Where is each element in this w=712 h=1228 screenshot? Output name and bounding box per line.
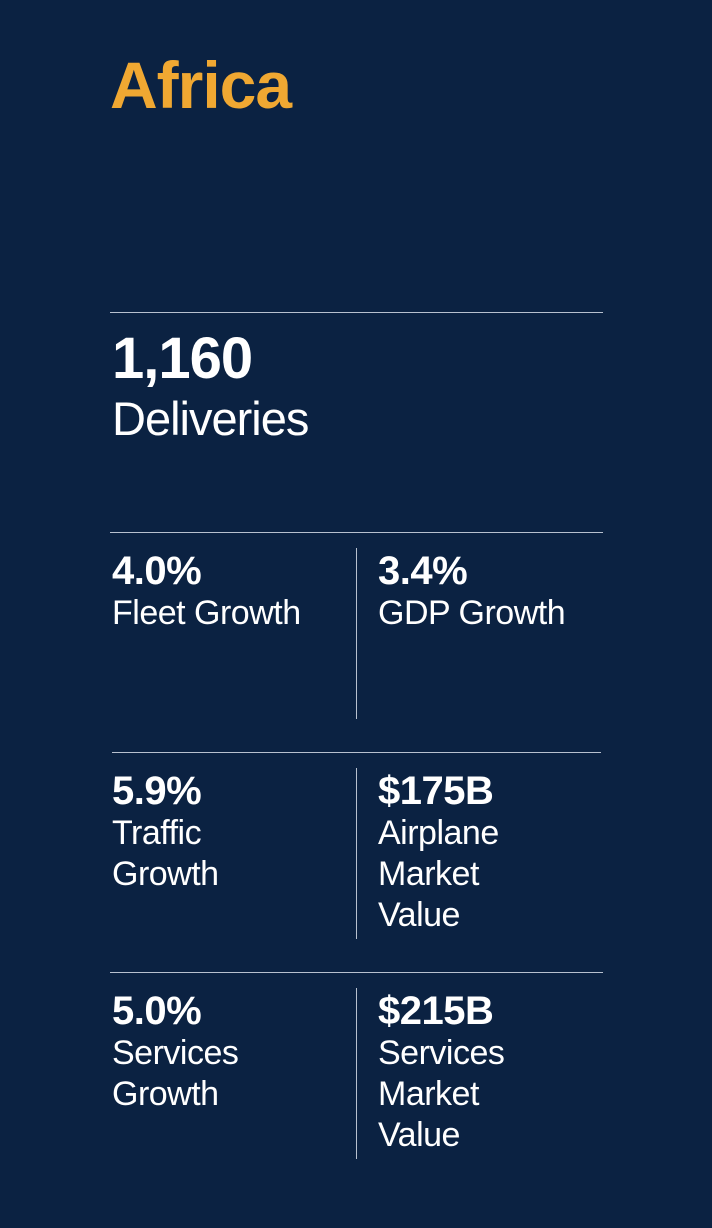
airplane-market-value-stat: $175B Airplane Market Value bbox=[378, 771, 538, 936]
stat-label: Services Market Value bbox=[378, 1034, 505, 1154]
traffic-growth-stat: 5.9% Traffic Growth bbox=[112, 771, 312, 895]
stat-label: Services Growth bbox=[112, 1034, 239, 1113]
deliveries-label: Deliveries bbox=[112, 392, 309, 445]
region-title: Africa bbox=[110, 48, 292, 122]
services-growth-stat: 5.0% Services Growth bbox=[112, 991, 312, 1115]
stat-value: 3.4% bbox=[378, 549, 468, 593]
stat-value: 4.0% bbox=[112, 549, 202, 593]
divider-row-2 bbox=[112, 752, 601, 753]
gdp-growth-stat: 3.4% GDP Growth bbox=[378, 551, 578, 634]
stat-value: $215B bbox=[378, 989, 494, 1033]
stat-value: 5.0% bbox=[112, 989, 202, 1033]
divider-row-3 bbox=[110, 972, 603, 973]
divider-top bbox=[110, 312, 603, 313]
fleet-growth-stat: 4.0% Fleet Growth bbox=[112, 551, 312, 634]
divider-row-1 bbox=[110, 532, 603, 533]
column-divider-row-3 bbox=[356, 988, 357, 1159]
stat-value: $175B bbox=[378, 769, 494, 813]
stat-value: 5.9% bbox=[112, 769, 202, 813]
stat-label: Traffic Growth bbox=[112, 814, 219, 893]
stat-label: GDP Growth bbox=[378, 594, 566, 632]
stat-label: Airplane Market Value bbox=[378, 814, 499, 934]
deliveries-stat: 1,160 Deliveries bbox=[112, 326, 309, 445]
column-divider-row-2 bbox=[356, 768, 357, 939]
column-divider-row-1 bbox=[356, 548, 357, 719]
services-market-value-stat: $215B Services Market Value bbox=[378, 991, 538, 1156]
deliveries-value: 1,160 bbox=[112, 326, 253, 391]
stat-label: Fleet Growth bbox=[112, 594, 301, 632]
